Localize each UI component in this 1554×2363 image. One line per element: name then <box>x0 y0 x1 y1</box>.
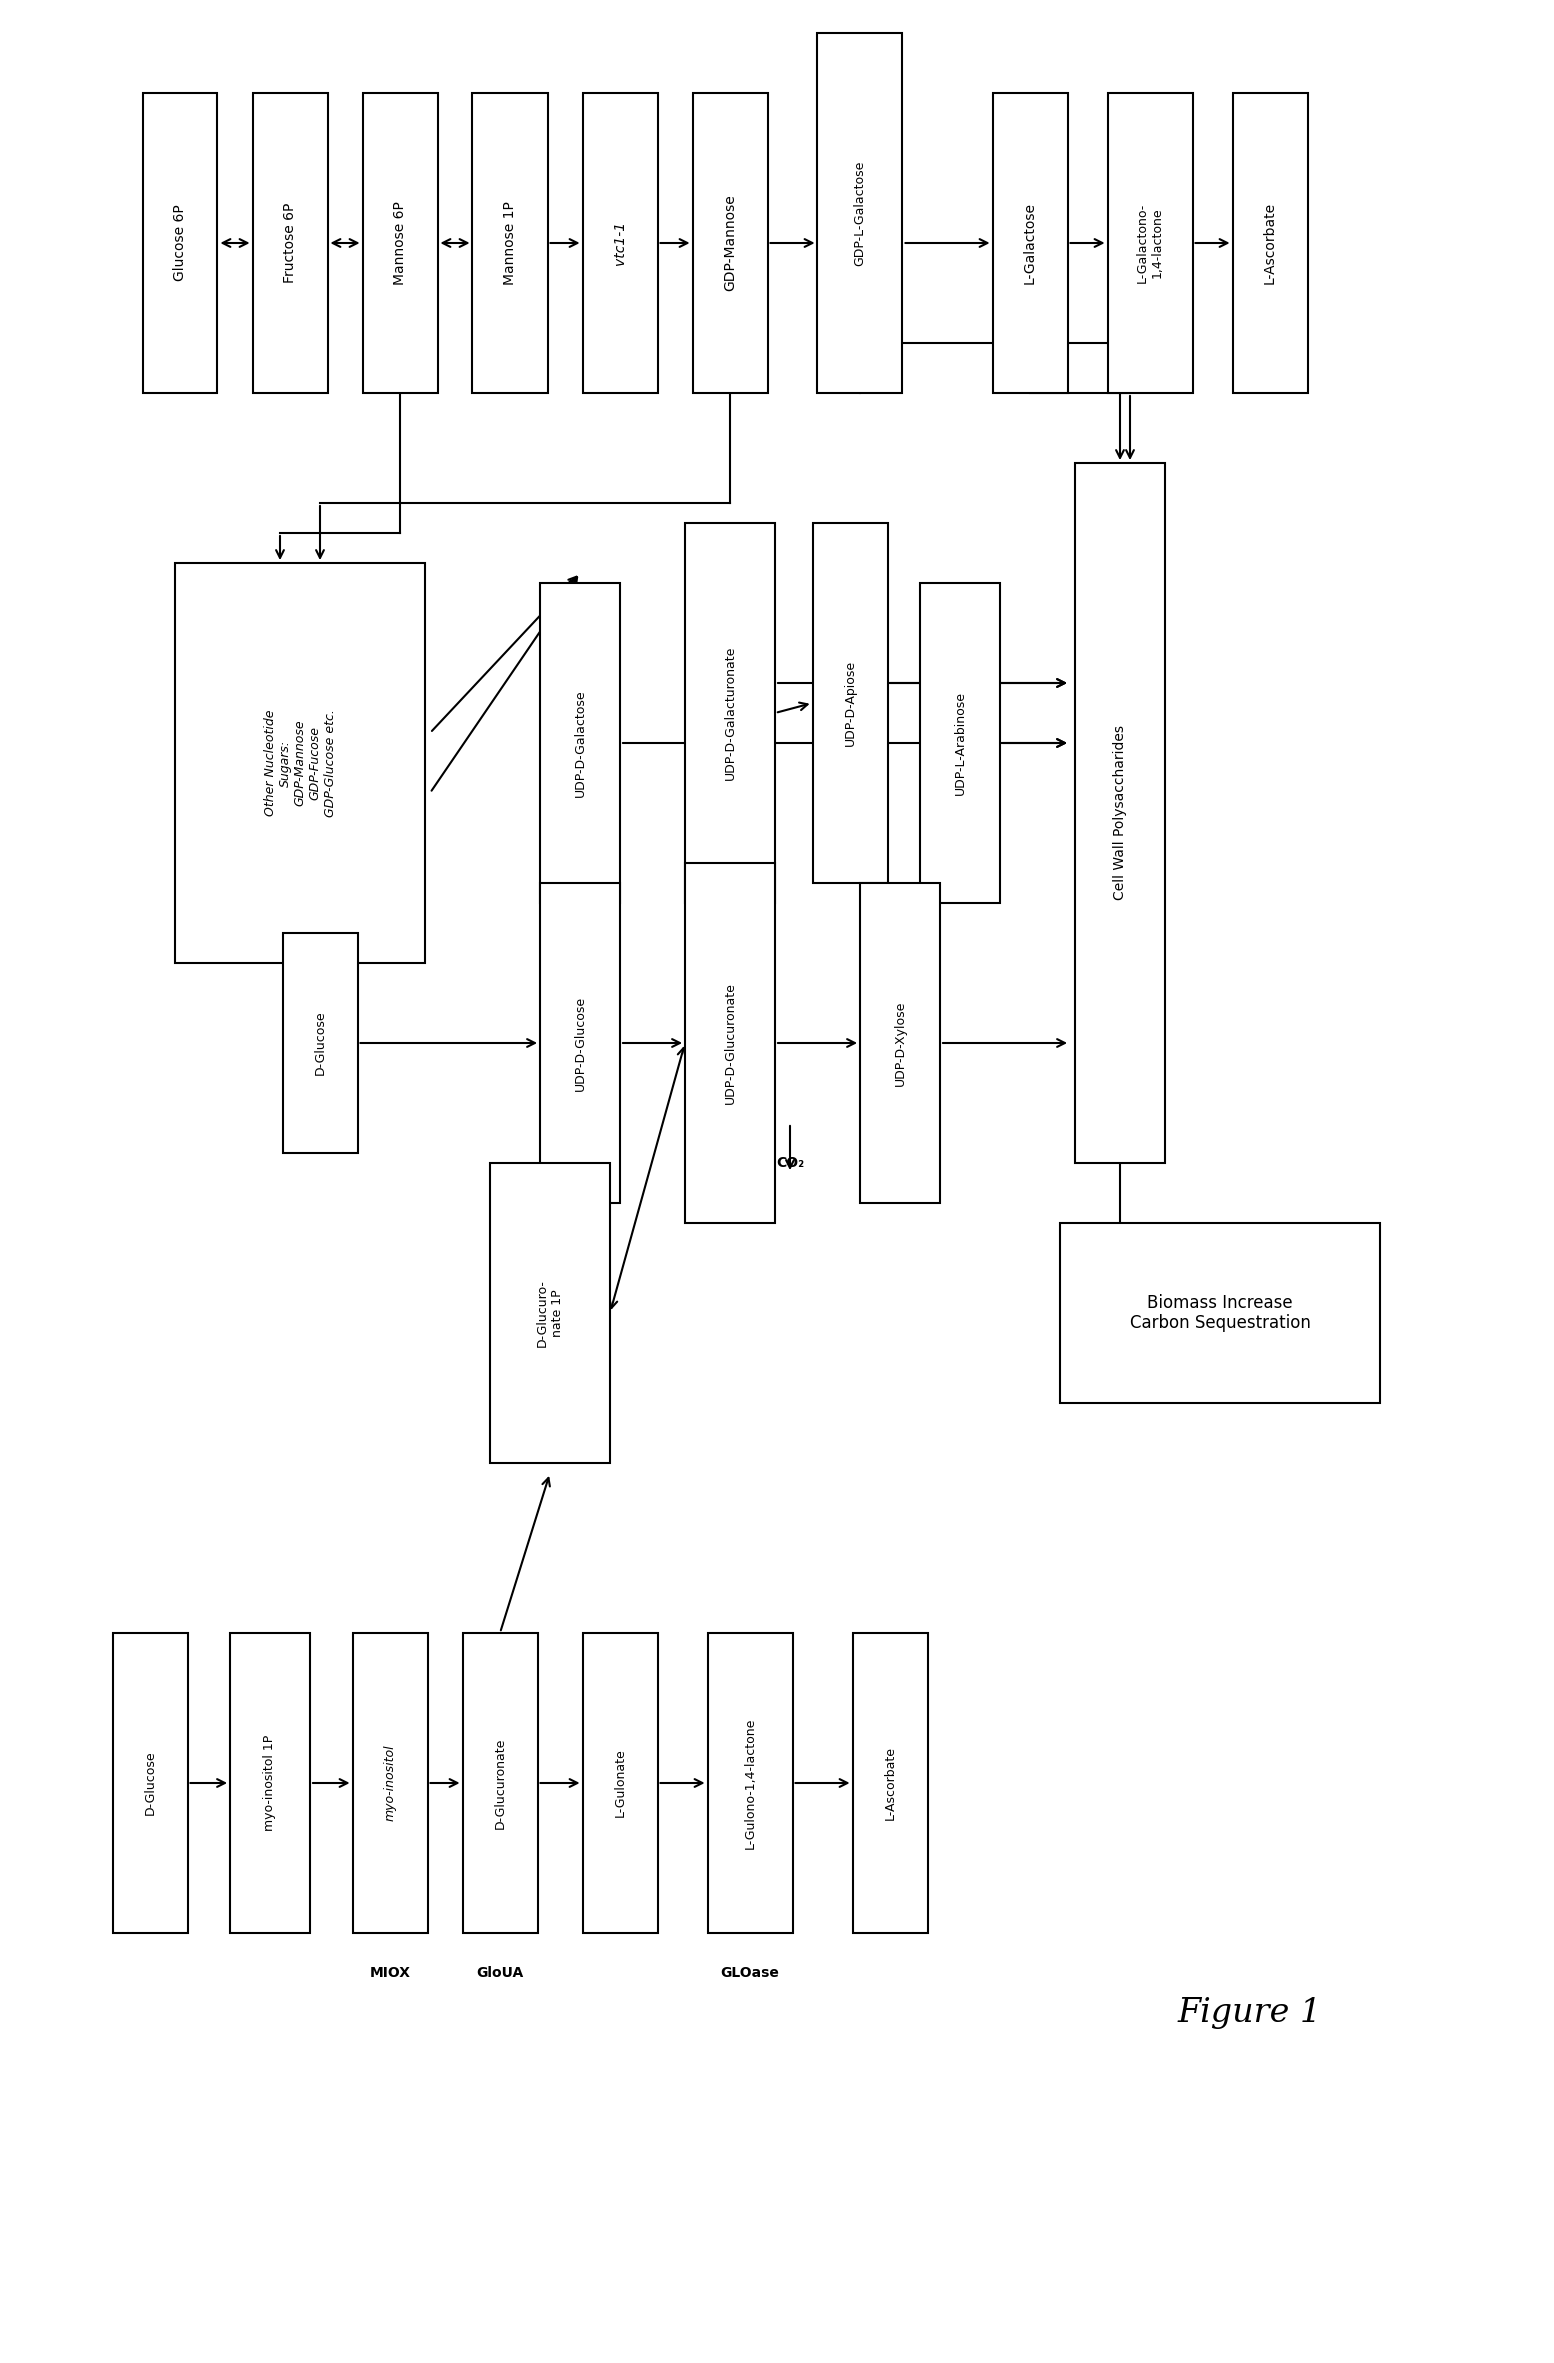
Text: D-Glucose: D-Glucose <box>143 1751 157 1815</box>
Text: GDP-Mannose: GDP-Mannose <box>723 194 737 291</box>
Text: L-Gulonate: L-Gulonate <box>614 1749 626 1817</box>
Text: UDP-D-Galactose: UDP-D-Galactose <box>573 690 586 796</box>
FancyBboxPatch shape <box>472 92 547 392</box>
Text: Other Nucleotide
Sugars:
GDP-Mannose
GDP-Fucose
GDP-Glucose etc.: Other Nucleotide Sugars: GDP-Mannose GDP… <box>264 709 337 818</box>
FancyBboxPatch shape <box>539 584 620 903</box>
FancyBboxPatch shape <box>583 92 657 392</box>
Text: Cell Wall Polysaccharides: Cell Wall Polysaccharides <box>1113 725 1127 900</box>
FancyBboxPatch shape <box>353 1633 427 1933</box>
FancyBboxPatch shape <box>685 522 775 903</box>
FancyBboxPatch shape <box>685 862 775 1224</box>
Text: L-Ascorbate: L-Ascorbate <box>1263 201 1277 284</box>
Text: Figure 1: Figure 1 <box>1178 1997 1322 2030</box>
Text: GloUA: GloUA <box>477 1966 524 1980</box>
Text: L-Galactose: L-Galactose <box>1023 201 1037 284</box>
FancyBboxPatch shape <box>1108 92 1192 392</box>
Text: D-Glucuronate: D-Glucuronate <box>494 1737 507 1829</box>
FancyBboxPatch shape <box>920 584 1001 903</box>
FancyBboxPatch shape <box>362 92 438 392</box>
Text: UDP-D-Xylose: UDP-D-Xylose <box>894 1000 906 1085</box>
FancyBboxPatch shape <box>1232 92 1307 392</box>
Text: L-Ascorbate: L-Ascorbate <box>884 1746 897 1820</box>
FancyBboxPatch shape <box>1060 1224 1380 1404</box>
FancyBboxPatch shape <box>1075 463 1166 1163</box>
FancyBboxPatch shape <box>817 33 903 392</box>
Text: myo-inositol: myo-inositol <box>384 1744 396 1822</box>
Text: Fructose 6P: Fructose 6P <box>283 203 297 284</box>
FancyBboxPatch shape <box>112 1633 188 1933</box>
FancyBboxPatch shape <box>539 884 620 1203</box>
Text: D-Glucuro-
nate 1P: D-Glucuro- nate 1P <box>536 1278 564 1347</box>
FancyBboxPatch shape <box>853 1633 928 1933</box>
FancyBboxPatch shape <box>252 92 328 392</box>
FancyBboxPatch shape <box>693 92 768 392</box>
Text: GLOase: GLOase <box>721 1966 780 1980</box>
FancyBboxPatch shape <box>490 1163 611 1463</box>
Text: UDP-D-Galacturonate: UDP-D-Galacturonate <box>724 645 737 780</box>
Text: UDP-L-Arabinose: UDP-L-Arabinose <box>954 690 967 794</box>
FancyBboxPatch shape <box>463 1633 538 1933</box>
Text: Biomass Increase
Carbon Sequestration: Biomass Increase Carbon Sequestration <box>1130 1293 1310 1333</box>
FancyBboxPatch shape <box>583 1633 657 1933</box>
Text: L-Gulono-1,4-lactone: L-Gulono-1,4-lactone <box>743 1718 757 1848</box>
Text: UDP-D-Glucuronate: UDP-D-Glucuronate <box>724 983 737 1104</box>
Text: Mannose 1P: Mannose 1P <box>503 201 517 286</box>
Text: UDP-D-Apiose: UDP-D-Apiose <box>844 659 856 747</box>
Text: MIOX: MIOX <box>370 1966 410 1980</box>
FancyBboxPatch shape <box>230 1633 309 1933</box>
FancyBboxPatch shape <box>143 92 218 392</box>
Text: D-Glucose: D-Glucose <box>314 1011 326 1075</box>
FancyBboxPatch shape <box>176 562 424 964</box>
Text: L-Galactono-
1,4-lactone: L-Galactono- 1,4-lactone <box>1136 203 1164 284</box>
Text: UDP-D-Glucose: UDP-D-Glucose <box>573 995 586 1092</box>
FancyBboxPatch shape <box>707 1633 793 1933</box>
FancyBboxPatch shape <box>813 522 887 884</box>
Text: Glucose 6P: Glucose 6P <box>172 206 186 281</box>
FancyBboxPatch shape <box>283 933 357 1153</box>
Text: vtc1-1: vtc1-1 <box>612 220 626 265</box>
Text: CO₂: CO₂ <box>775 1156 803 1170</box>
FancyBboxPatch shape <box>859 884 940 1203</box>
Text: Mannose 6P: Mannose 6P <box>393 201 407 286</box>
FancyBboxPatch shape <box>993 92 1068 392</box>
Text: myo-inositol 1P: myo-inositol 1P <box>264 1734 277 1831</box>
Text: GDP-L-Galactose: GDP-L-Galactose <box>853 161 867 265</box>
